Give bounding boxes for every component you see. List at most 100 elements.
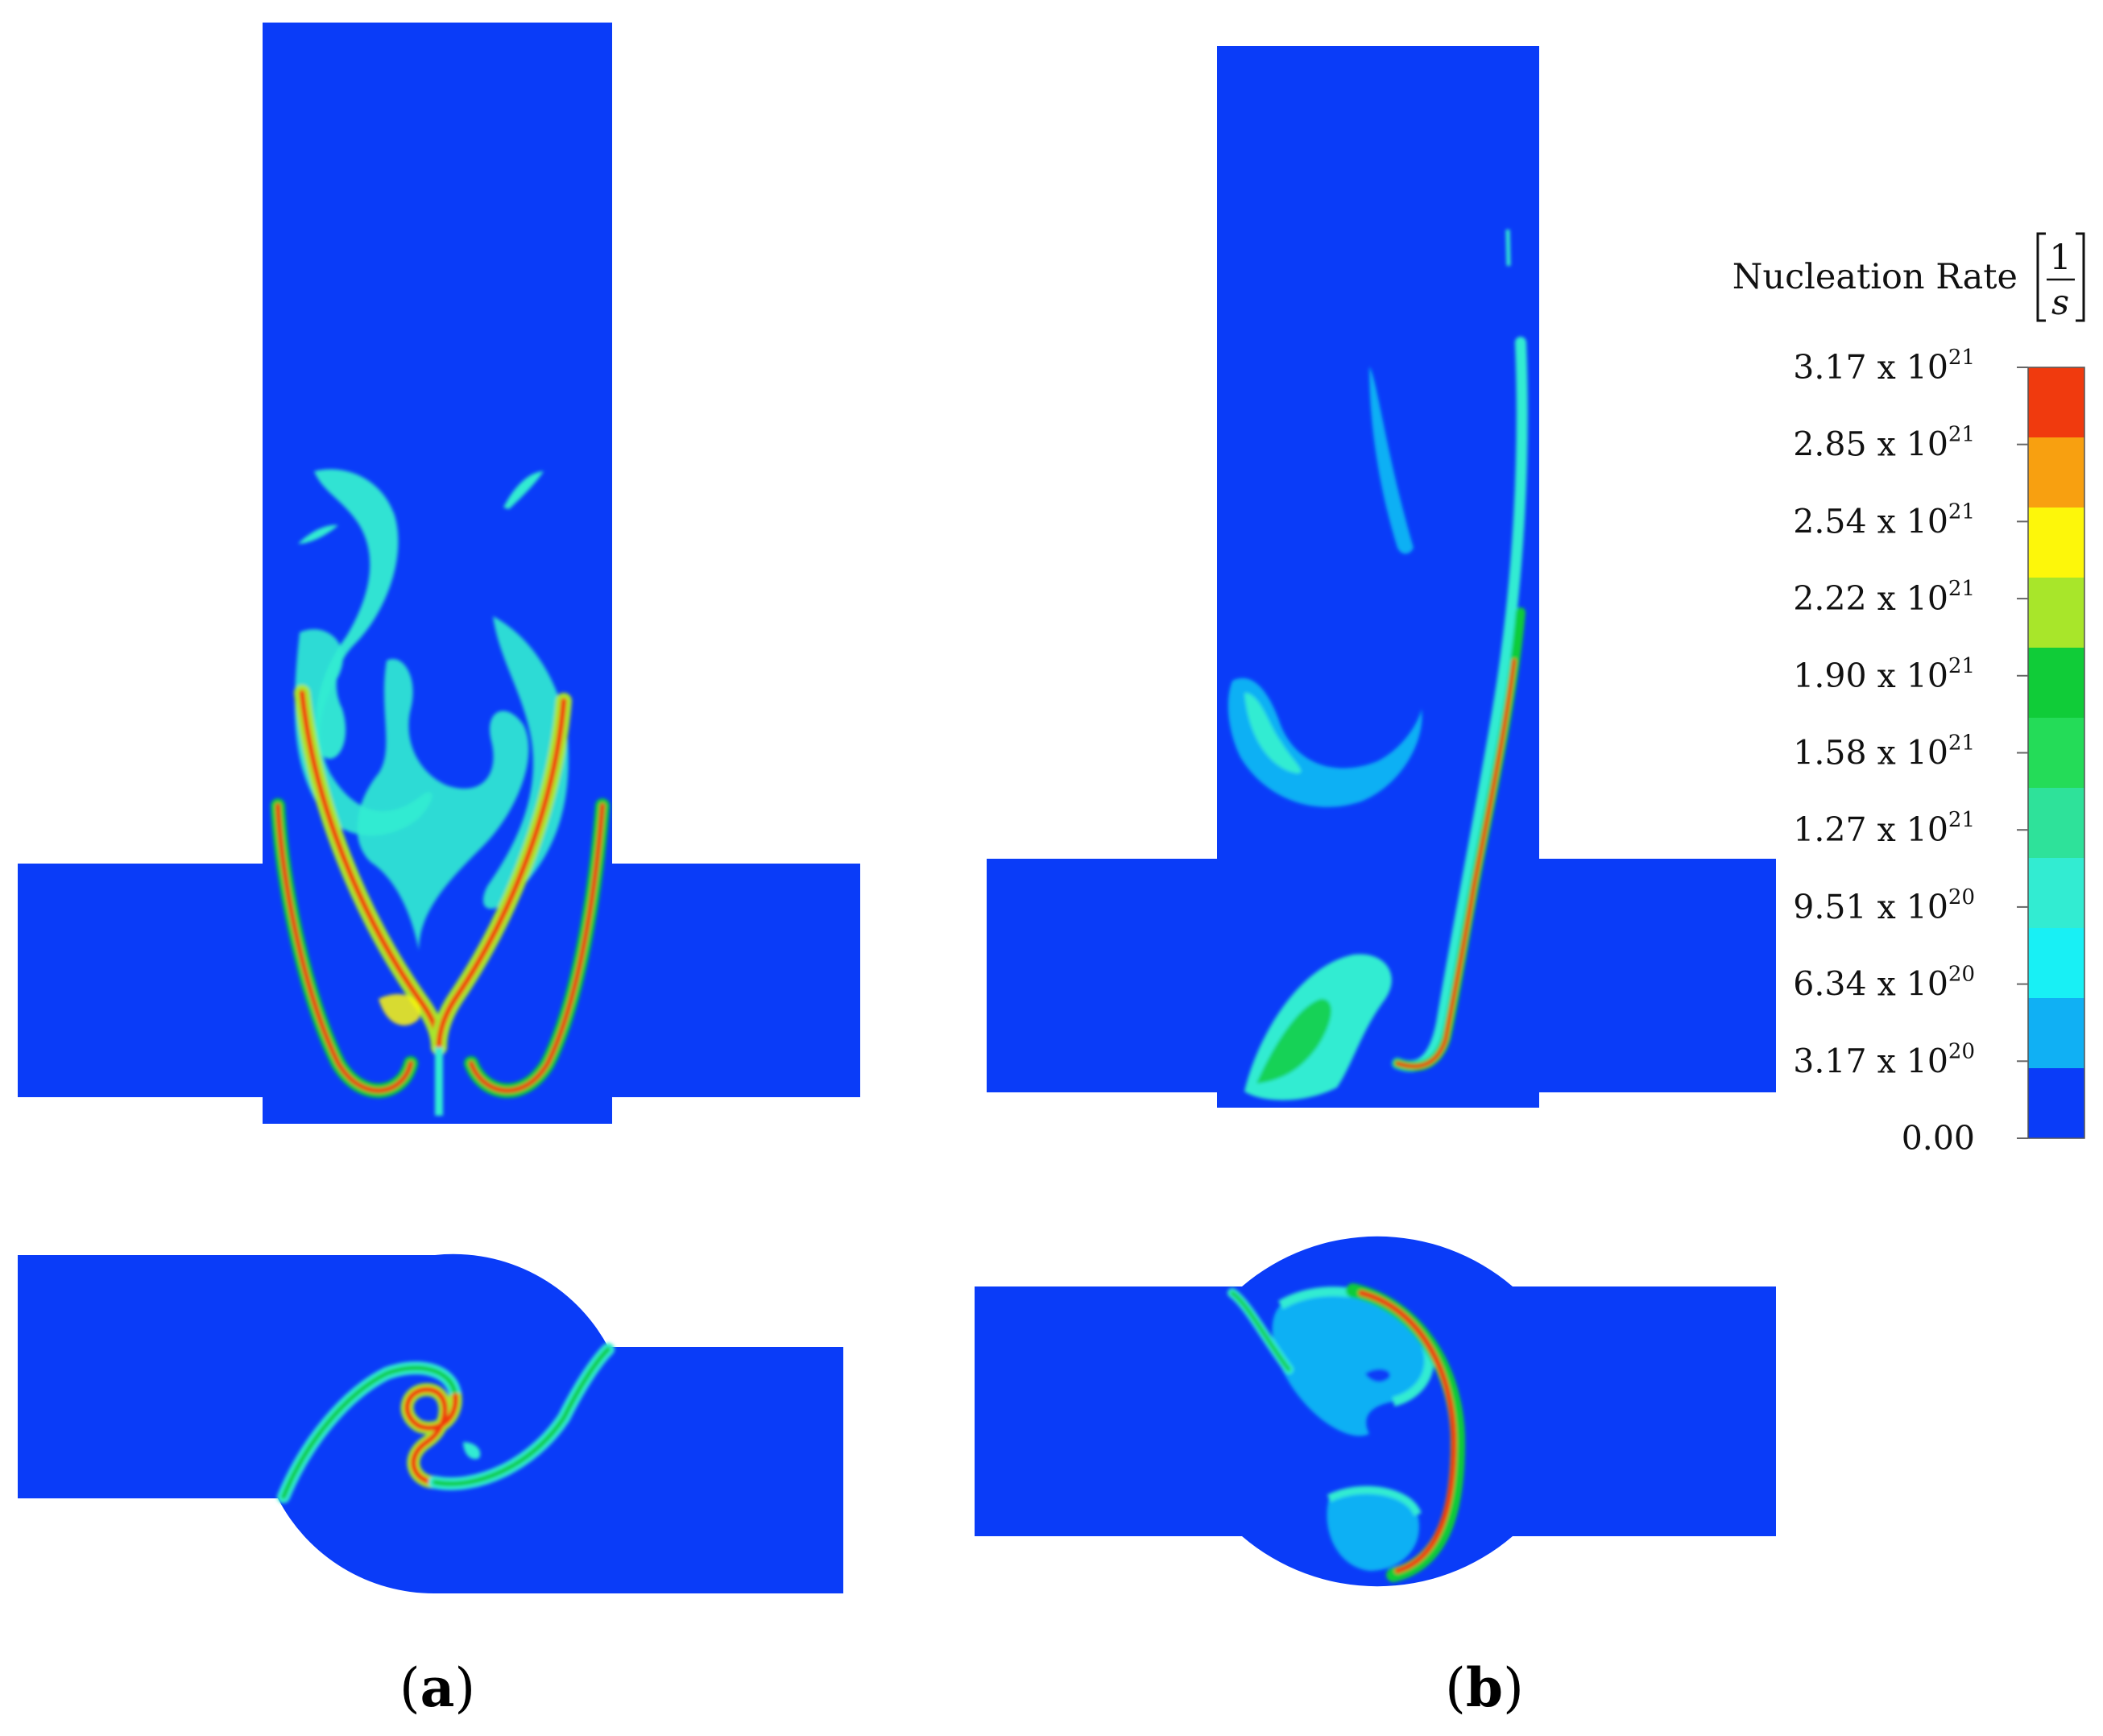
colorbar-tick-exponent: 21 bbox=[1948, 346, 1975, 370]
colorbar-unit-numerator: 1 bbox=[2049, 238, 2071, 278]
panel-b-tjunction-domain bbox=[987, 46, 1776, 1108]
contour-shear-layer-right-core bbox=[469, 803, 605, 1093]
colorbar-tick-mantissa: 2.22 x 10 bbox=[1793, 579, 1948, 618]
colorbar-swatch bbox=[2028, 1068, 2084, 1139]
contour-vortex-pair bbox=[379, 994, 420, 1025]
panel-b-tjunction-side-view bbox=[987, 46, 1776, 1108]
contour-streak-upper bbox=[1369, 367, 1414, 554]
contour-plume-left-lobe bbox=[294, 629, 433, 836]
colorbar-swatch bbox=[2028, 998, 2084, 1069]
panel-b-cross-section-domain bbox=[975, 1236, 1776, 1587]
contour-plume-upper-left bbox=[314, 469, 399, 759]
colorbar-tick-exponent: 21 bbox=[1948, 577, 1975, 601]
contour-small-eye bbox=[1365, 1369, 1390, 1382]
colorbar-tick-mantissa: 6.34 x 10 bbox=[1793, 965, 1948, 1004]
contour-lower-cell-ring bbox=[1327, 1485, 1422, 1517]
colorbar-swatch bbox=[2028, 648, 2084, 719]
contour-spiral-tail bbox=[463, 1442, 481, 1460]
colorbar-tick-exponent: 21 bbox=[1948, 808, 1975, 832]
colorbar-swatch bbox=[2028, 858, 2084, 929]
colorbar-tick-exponent: 21 bbox=[1948, 654, 1975, 678]
colorbar-tick-label: 2.54 x 1021 bbox=[1793, 499, 1975, 541]
colorbar-tick-exponent: 20 bbox=[1948, 963, 1975, 987]
colorbar-tick-exponent: 21 bbox=[1948, 423, 1975, 447]
colorbar-tick-label: 2.85 x 1021 bbox=[1793, 423, 1975, 464]
colorbar-tick-exponent: 21 bbox=[1948, 731, 1975, 756]
colorbar-swatches bbox=[2027, 367, 2085, 1139]
colorbar-unit-denominator: s bbox=[2051, 283, 2069, 323]
contour-wisp-top-right bbox=[503, 471, 544, 509]
contour-crescent-left bbox=[1227, 677, 1422, 807]
panel-a-tjunction-domain bbox=[18, 23, 860, 1124]
panel-b-top-nucleation-contours bbox=[1227, 229, 1528, 1100]
contour-crescent-left-inner bbox=[1244, 693, 1302, 773]
colorbar-swatch bbox=[2028, 788, 2084, 859]
colorbar-tick-label: 3.17 x 1020 bbox=[1793, 1039, 1975, 1080]
panel-label-a-close: ) bbox=[454, 1657, 475, 1719]
colorbar-swatch bbox=[2028, 437, 2084, 508]
contour-streak-right bbox=[1392, 337, 1528, 1072]
colorbar-tick-mantissa: 3.17 x 10 bbox=[1793, 348, 1948, 387]
panel-label-b-letter: b bbox=[1466, 1656, 1503, 1719]
contour-plume-center bbox=[357, 659, 529, 951]
colorbar-tick-label: 1.58 x 1021 bbox=[1793, 731, 1975, 773]
colorbar-tick-exponent: 20 bbox=[1948, 1039, 1975, 1063]
contour-shear-layer-left-core bbox=[275, 803, 413, 1093]
contour-lower-cell bbox=[1327, 1489, 1419, 1571]
panel-label-a-open: ( bbox=[399, 1657, 420, 1719]
colorbar-tick-mantissa: 9.51 x 10 bbox=[1793, 888, 1948, 926]
panel-label-a-letter: a bbox=[420, 1656, 455, 1719]
contour-streak-right-core bbox=[1395, 658, 1517, 1069]
colorbar-tick-mantissa: 1.27 x 10 bbox=[1793, 810, 1948, 849]
colorbar-tick-label: 1.27 x 1021 bbox=[1793, 808, 1975, 849]
colorbar-tick-exponent: 20 bbox=[1948, 885, 1975, 909]
colorbar-tick-label: 1.90 x 1021 bbox=[1793, 654, 1975, 695]
colorbar-tick-label: 9.51 x 1020 bbox=[1793, 885, 1975, 926]
contour-left-edge-arc-core bbox=[1230, 1291, 1291, 1372]
panel-b-bottom-nucleation-contours bbox=[1227, 1283, 1466, 1582]
colorbar-tick-mantissa: 1.58 x 10 bbox=[1793, 734, 1948, 773]
panel-a-top-nucleation-contours bbox=[271, 469, 610, 1116]
contour-inner-band-left-core bbox=[299, 690, 442, 1050]
colorbar-tick-mantissa: 2.54 x 10 bbox=[1793, 502, 1948, 541]
contour-wisp-top bbox=[1505, 229, 1511, 267]
panel-label-a: (a) bbox=[399, 1656, 475, 1719]
panel-label-b-close: ) bbox=[1503, 1657, 1524, 1719]
contour-inner-band-right-core bbox=[436, 698, 567, 1050]
panel-b-cross-section bbox=[975, 1236, 1776, 1587]
colorbar-tick-exponent: 21 bbox=[1948, 499, 1975, 524]
colorbar-tick-mantissa: 2.85 x 10 bbox=[1793, 425, 1948, 464]
panel-a-bottom-nucleation-contours bbox=[277, 1343, 615, 1503]
panel-label-b: (b) bbox=[1445, 1656, 1524, 1719]
colorbar-tick-mantissa: 3.17 x 10 bbox=[1793, 1042, 1948, 1080]
colorbar-swatch bbox=[2028, 578, 2084, 648]
contour-spiral-arm-right-core bbox=[433, 1347, 611, 1486]
colorbar-tick-label: 3.17 x 1021 bbox=[1793, 346, 1975, 387]
colorbar-swatch bbox=[2028, 928, 2084, 999]
colorbar-unit: 1 s bbox=[2036, 232, 2085, 323]
colorbar-unit-bracket-right bbox=[2076, 232, 2085, 322]
contour-blob-bottom-left-core bbox=[1256, 999, 1331, 1083]
colorbar-tick-label: 2.22 x 1021 bbox=[1793, 577, 1975, 618]
panel-a-cross-section bbox=[18, 1253, 843, 1594]
contour-spiral-arm-left-core bbox=[281, 1365, 457, 1499]
contour-wisp-top-left bbox=[298, 524, 338, 544]
colorbar-tick-label: 6.34 x 1020 bbox=[1793, 963, 1975, 1004]
colorbar-swatch bbox=[2028, 508, 2084, 578]
panel-label-b-open: ( bbox=[1445, 1657, 1466, 1719]
colorbar-swatch bbox=[2028, 718, 2084, 789]
colorbar-tick-mantissa: 1.90 x 10 bbox=[1793, 657, 1948, 695]
panel-a-tjunction-side-view bbox=[18, 23, 860, 1124]
contour-spiral-core-inner bbox=[404, 1386, 459, 1485]
colorbar-tick-mantissa: 0.00 bbox=[1902, 1119, 1975, 1158]
contour-upper-cell bbox=[1272, 1291, 1430, 1436]
colorbar-unit-bracket-left bbox=[2036, 232, 2046, 322]
colorbar-title: Nucleation Rate bbox=[1732, 257, 2018, 297]
colorbar-swatch bbox=[2028, 367, 2084, 438]
contour-main-arc-core bbox=[1358, 1290, 1457, 1574]
colorbar-tick-label: 0.00 bbox=[1902, 1119, 1975, 1158]
contour-plume-right bbox=[482, 616, 569, 909]
